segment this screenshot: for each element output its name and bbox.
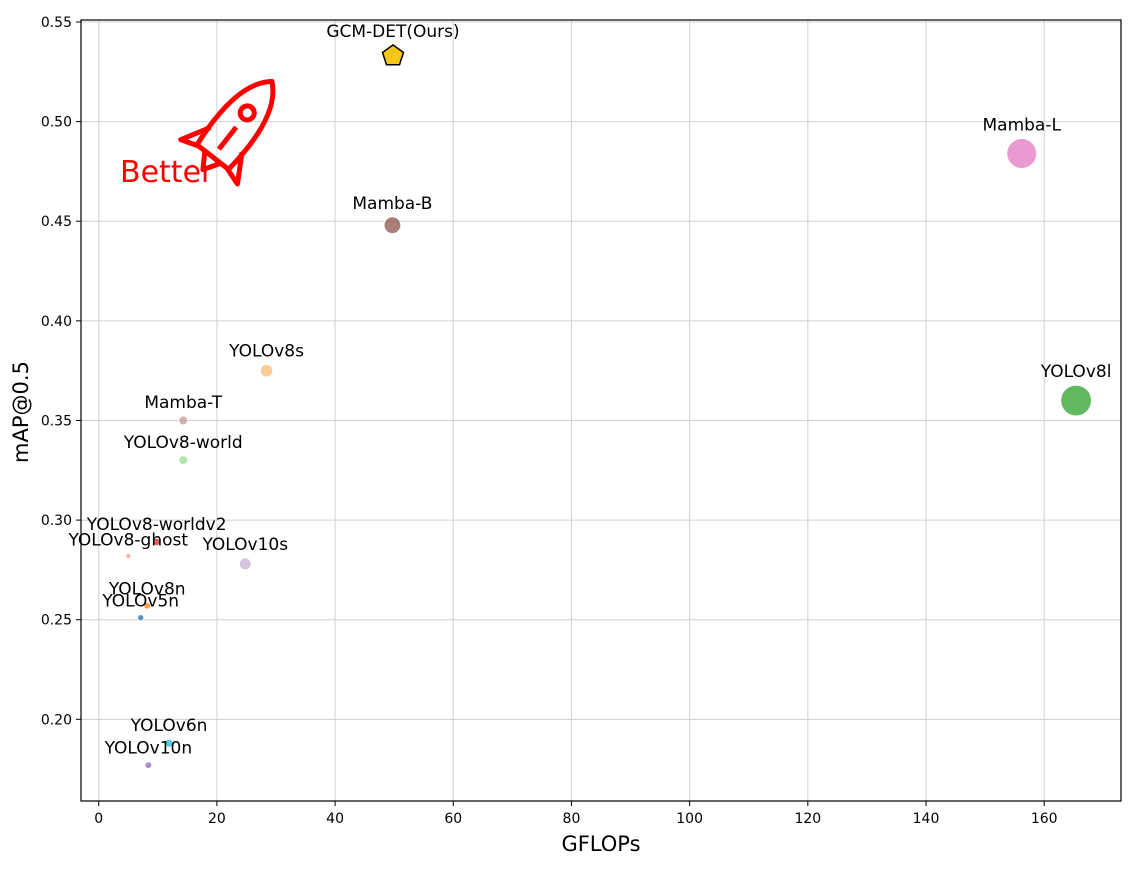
grid (81, 20, 1121, 801)
data-point (238, 557, 252, 571)
y-tick-label: 0.35 (41, 413, 72, 429)
x-tick-label: 0 (94, 811, 103, 827)
point-label: Mamba-B (352, 194, 432, 214)
data-point-pentagon (381, 43, 405, 66)
x-tick-label: 80 (563, 811, 581, 827)
point-label: GCM-DET(Ours) (326, 22, 459, 42)
point-label: YOLOv8s (228, 341, 304, 361)
axis-ticks: 0 20 40 60 80 100 120 140 160 0.20 0.25 0.30 0.35 0.4… (41, 15, 1058, 827)
data-point (143, 601, 152, 610)
data-points (125, 43, 1093, 770)
plot-frame (80, 19, 1122, 802)
rocket-icon (178, 78, 276, 187)
x-tick-label: 60 (444, 811, 462, 827)
point-label: YOLOv8-worldv2 (86, 515, 227, 535)
better-annotation: Better (120, 78, 276, 190)
x-tick-label: 100 (676, 811, 703, 827)
data-point (178, 455, 189, 466)
y-tick-label: 0.30 (41, 513, 72, 529)
y-tick-label: 0.50 (41, 115, 72, 131)
x-tick-label: 120 (794, 811, 821, 827)
y-axis-title: mAP@0.5 (9, 361, 33, 463)
data-point (1006, 137, 1038, 169)
data-point (125, 552, 132, 560)
data-point (164, 738, 174, 748)
point-label: Mamba-L (982, 115, 1061, 135)
data-point (136, 614, 145, 622)
point-label: YOLOv8n (108, 579, 186, 599)
better-label: Better (120, 155, 214, 190)
x-tick-label: 40 (326, 811, 344, 827)
point-label: YOLOv8-ghost (67, 530, 188, 550)
y-tick-label: 0.25 (41, 613, 72, 629)
point-label: YOLOv10n (104, 739, 193, 759)
x-tick-label: 20 (208, 811, 226, 827)
data-point (1060, 384, 1093, 417)
x-tick-label: 140 (913, 811, 940, 827)
point-label: YOLOv6n (130, 716, 208, 736)
point-label: YOLOv8l (1040, 362, 1112, 382)
point-labels: GCM-DET(Ours) Mamba-L Mamba-B YOLOv8s YOLOv8… (67, 22, 1111, 759)
x-tick-label: 160 (1031, 811, 1058, 827)
point-label: YOLOv10s (201, 535, 288, 555)
point-label: Mamba-T (144, 393, 222, 413)
y-tick-label: 0.55 (41, 15, 72, 31)
y-tick-label: 0.20 (41, 712, 72, 728)
data-point (178, 415, 189, 426)
point-label: YOLOv5n (101, 592, 179, 612)
y-tick-label: 0.45 (41, 214, 72, 230)
y-tick-label: 0.40 (41, 314, 72, 330)
data-point (259, 363, 274, 378)
data-point (383, 216, 402, 235)
x-axis-title: GFLOPs (561, 832, 640, 856)
point-label: YOLOv8-world (123, 433, 243, 453)
data-point (144, 761, 153, 770)
data-point (152, 537, 161, 547)
